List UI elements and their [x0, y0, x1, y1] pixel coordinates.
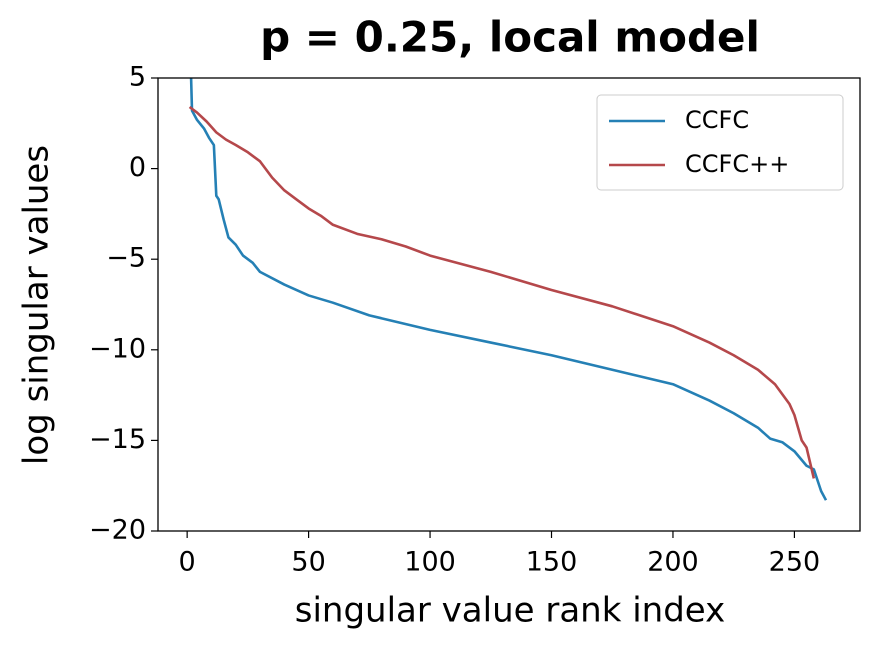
x-tick-label: 50	[291, 547, 325, 578]
x-tick-label: 150	[526, 547, 578, 578]
y-axis-label: log singular values	[17, 145, 57, 465]
y-tick-label: 5	[129, 62, 146, 93]
y-tick-label: −15	[89, 424, 146, 455]
x-tick-label: 100	[404, 547, 456, 578]
y-tick-label: 0	[129, 152, 146, 183]
legend-label: CCFC	[685, 106, 749, 134]
plot-frame	[157, 77, 861, 532]
x-tick-label: 250	[769, 547, 821, 578]
x-tick-label: 200	[647, 547, 699, 578]
data-line	[188, 105, 816, 479]
legend-label: CCFC++	[685, 150, 789, 178]
y-tick-label: −10	[89, 333, 146, 364]
chart-title: p = 0.25, local model	[260, 13, 760, 62]
y-tick-label: −5	[106, 243, 146, 274]
plot-area	[188, 78, 828, 501]
x-axis-label: singular value rank index	[295, 591, 725, 631]
y-tick-label: −20	[89, 515, 146, 546]
x-tick-label: 0	[179, 547, 196, 578]
data-line	[189, 78, 828, 501]
